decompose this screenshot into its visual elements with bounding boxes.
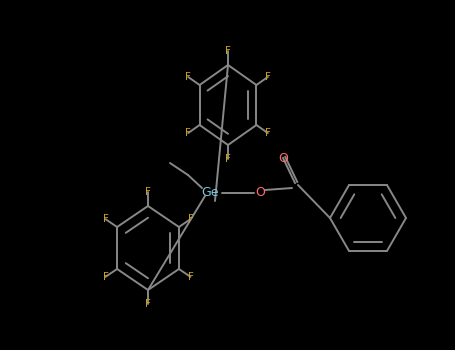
Text: F: F xyxy=(225,46,231,56)
Text: F: F xyxy=(187,272,193,282)
Text: F: F xyxy=(145,187,151,197)
Text: Ge: Ge xyxy=(201,187,219,199)
Text: O: O xyxy=(255,187,265,199)
Text: F: F xyxy=(265,72,271,82)
Text: F: F xyxy=(185,72,191,82)
Text: F: F xyxy=(225,154,231,164)
Text: F: F xyxy=(265,128,271,138)
Text: F: F xyxy=(187,214,193,224)
Text: F: F xyxy=(102,214,108,224)
Text: F: F xyxy=(185,128,191,138)
Text: F: F xyxy=(102,272,108,282)
Text: F: F xyxy=(145,299,151,309)
Text: O: O xyxy=(278,152,288,164)
